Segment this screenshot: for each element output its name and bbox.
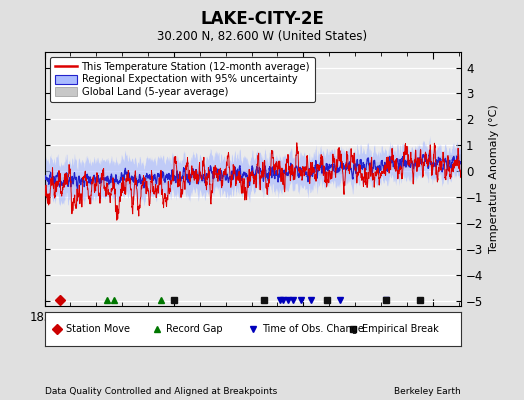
Text: Berkeley Earth: Berkeley Earth	[395, 387, 461, 396]
Text: Empirical Break: Empirical Break	[362, 324, 439, 334]
Text: 30.200 N, 82.600 W (United States): 30.200 N, 82.600 W (United States)	[157, 30, 367, 43]
Text: Station Move: Station Move	[66, 324, 130, 334]
Text: LAKE-CITY-2E: LAKE-CITY-2E	[200, 10, 324, 28]
Legend: This Temperature Station (12-month average), Regional Expectation with 95% uncer: This Temperature Station (12-month avera…	[50, 57, 315, 102]
Y-axis label: Temperature Anomaly (°C): Temperature Anomaly (°C)	[489, 105, 499, 253]
Text: Time of Obs. Change: Time of Obs. Change	[262, 324, 364, 334]
Text: Record Gap: Record Gap	[166, 324, 223, 334]
Text: Data Quality Controlled and Aligned at Breakpoints: Data Quality Controlled and Aligned at B…	[45, 387, 277, 396]
